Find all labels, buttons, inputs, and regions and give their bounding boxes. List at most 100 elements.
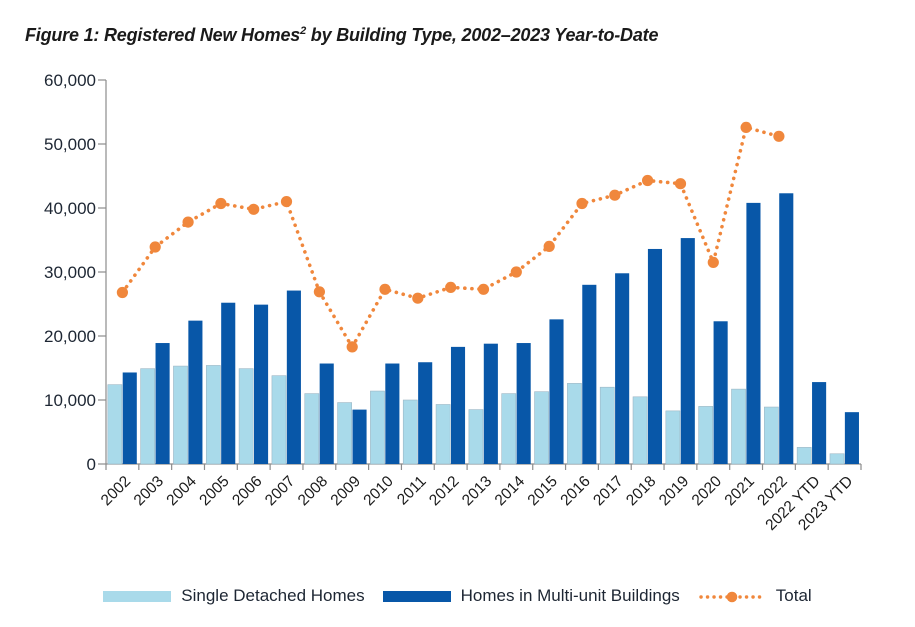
y-axis-label: 40,000 — [44, 199, 96, 218]
legend-swatch-single-detached — [103, 590, 172, 602]
bar-single-detached — [238, 368, 254, 465]
total-marker — [313, 286, 325, 298]
total-marker — [707, 256, 719, 268]
bar-single-detached — [731, 388, 746, 465]
y-axis-label: 0 — [87, 455, 96, 474]
y-axis-label: 20,000 — [44, 327, 96, 346]
total-marker — [543, 240, 555, 252]
bar-multi-unit — [647, 248, 663, 464]
total-marker — [182, 216, 194, 228]
x-axis-label: 2018 — [623, 473, 659, 509]
bar-multi-unit — [188, 320, 203, 464]
bar-multi-unit — [450, 346, 466, 464]
bar-single-detached — [271, 375, 287, 465]
x-axis-label: 2002 — [98, 473, 134, 509]
total-marker — [510, 266, 522, 278]
total-marker — [477, 283, 490, 295]
total-marker — [773, 130, 785, 142]
y-axis-label: 60,000 — [44, 71, 96, 90]
figure-title-superscript: 2 — [300, 25, 306, 37]
total-marker — [116, 286, 128, 299]
x-axis-label: 2010 — [360, 473, 397, 510]
legend-label-total: Total — [775, 586, 812, 605]
legend-item-single-detached: Single Detached Homes — [103, 586, 365, 606]
bar-multi-unit — [516, 343, 531, 464]
bar-multi-unit — [385, 363, 400, 464]
total-marker — [149, 241, 161, 253]
bar-multi-unit — [122, 372, 137, 464]
bar-single-detached — [501, 393, 517, 465]
bar-single-detached — [698, 406, 714, 465]
bar-single-detached — [402, 399, 418, 465]
x-axis-label: 2005 — [196, 473, 232, 509]
total-marker — [379, 283, 391, 295]
bar-single-detached — [435, 404, 451, 465]
bar-single-detached — [205, 365, 221, 465]
bar-single-detached — [304, 393, 320, 465]
bar-single-detached — [567, 383, 582, 465]
bar-multi-unit — [155, 343, 170, 464]
y-axis-label: 30,000 — [44, 263, 96, 282]
legend-label-multi-unit: Homes in Multi-unit Buildings — [460, 586, 680, 605]
bar-single-detached — [140, 368, 156, 465]
bar-multi-unit — [844, 412, 859, 464]
bar-multi-unit — [746, 202, 761, 464]
bar-single-detached — [370, 390, 385, 465]
legend-item-multi-unit: Homes in Multi-unit Buildings — [382, 586, 680, 606]
y-axis-label: 10,000 — [44, 391, 96, 410]
total-marker — [346, 341, 358, 353]
total-marker — [576, 197, 588, 210]
bar-multi-unit — [615, 273, 630, 464]
x-axis-label: 2014 — [492, 473, 529, 510]
bar-single-detached — [337, 402, 352, 465]
x-axis-label: 2020 — [689, 473, 726, 510]
bar-multi-unit — [221, 302, 236, 464]
total-marker — [642, 174, 654, 187]
figure-title-suffix: by Building Type, 2002–2023 Year-to-Date — [306, 25, 659, 45]
bar-single-detached — [468, 409, 484, 465]
total-marker — [215, 197, 227, 210]
bar-single-detached — [829, 453, 845, 465]
total-marker — [412, 292, 424, 304]
x-axis-label: 2003 — [131, 473, 167, 509]
x-axis-label: 2021 — [722, 473, 758, 509]
x-axis-label: 2012 — [426, 473, 462, 509]
bar-single-detached — [107, 384, 123, 465]
bar-single-detached — [599, 386, 615, 465]
bar-single-detached — [632, 396, 648, 465]
bar-multi-unit — [549, 319, 564, 464]
bar-single-detached — [796, 447, 812, 465]
total-line — [120, 125, 781, 351]
chart-canvas: 0 10,000 20,000 30,000 40,000 50,000 60,000 200… — [44, 71, 862, 534]
x-axis-label: 2009 — [328, 473, 364, 509]
bar-multi-unit — [319, 363, 334, 464]
bar-single-detached — [665, 410, 681, 465]
total-marker — [674, 178, 687, 190]
legend-total-line-glyph — [699, 591, 765, 603]
x-axis-label: 2008 — [295, 473, 331, 509]
legend-item-total: Total — [698, 586, 812, 606]
bar-multi-unit — [418, 362, 433, 464]
legend-label-single-detached: Single Detached Homes — [181, 586, 365, 605]
bar-multi-unit — [352, 409, 367, 464]
total-marker — [740, 121, 752, 133]
bar-multi-unit — [286, 290, 301, 464]
legend-dotted-line-total-icon — [698, 589, 766, 603]
bar-multi-unit — [254, 304, 269, 464]
y-axis-label: 50,000 — [44, 135, 96, 154]
total-marker — [609, 189, 621, 201]
x-axis-label: 2004 — [163, 473, 200, 510]
x-axis-label: 2011 — [394, 473, 430, 509]
x-axis-label: 2019 — [656, 473, 692, 509]
bar-multi-unit — [779, 193, 794, 464]
x-axis-label: 2017 — [590, 473, 626, 509]
bar-multi-unit — [812, 382, 827, 464]
x-axis-label: 2015 — [525, 473, 561, 509]
legend-swatch-multi-unit — [382, 590, 451, 602]
total-marker — [280, 196, 293, 208]
total-marker — [445, 281, 457, 293]
chart-legend: Single Detached Homes Homes in Multi-uni… — [0, 584, 915, 608]
bar-multi-unit — [582, 284, 597, 464]
bar-multi-unit — [483, 343, 498, 464]
x-axis-label: 2016 — [557, 473, 593, 509]
